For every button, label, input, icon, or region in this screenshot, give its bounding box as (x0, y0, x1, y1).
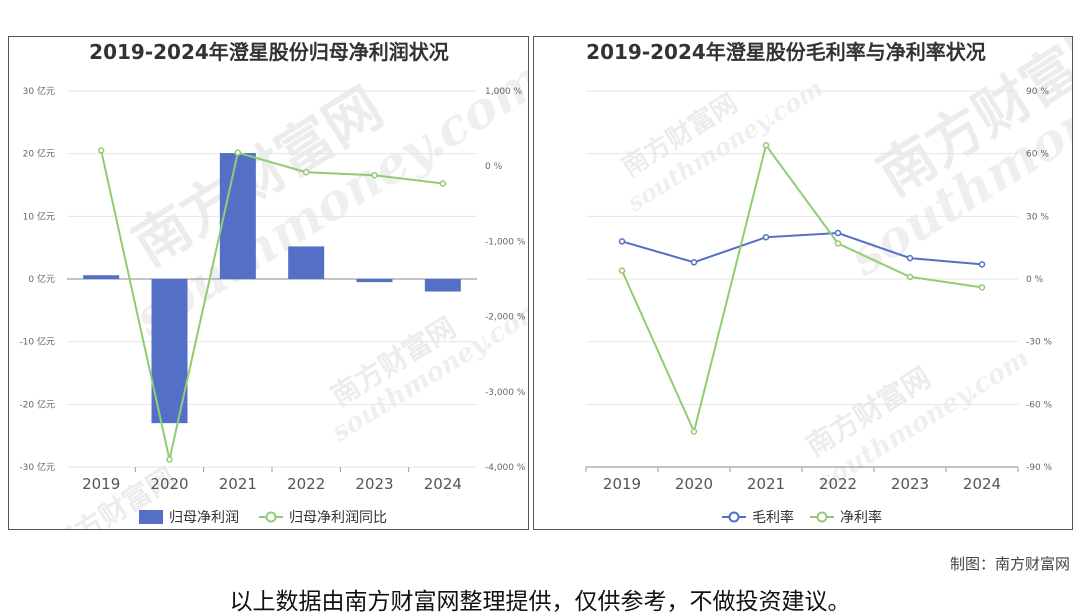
point-net-margin-2023 (906, 273, 914, 281)
x-tick-label-left: 2022 (287, 475, 325, 493)
point-gross-margin-2024 (978, 261, 986, 268)
legend-swatch-net-profit (139, 510, 163, 524)
x-tick-label-left: 2023 (355, 475, 393, 493)
bar-net-profit-2024 (424, 279, 461, 292)
y-tick-label-right: 90 % (1026, 87, 1049, 97)
y-left-tick-label: 20 亿元 (23, 148, 55, 160)
chart-title-left: 2019-2024年澄星股份归母净利润状况 (89, 40, 449, 64)
x-tick-label-right: 2019 (603, 475, 641, 493)
disclaimer: 以上数据由南方财富网整理提供，仅供参考，不做投资建议。 (229, 589, 851, 615)
margin-chart: 南方财富网 southmoney.com 南方财富网 southmoney.co… (585, 37, 1072, 526)
legend-right: 毛利率 净利率 (722, 509, 882, 526)
y-left-tick-label: -10 亿元 (19, 336, 55, 348)
point-net-profit-yoy-2023 (371, 171, 378, 179)
x-tick-label-right: 2023 (891, 475, 929, 493)
x-tick-label-left: 2019 (82, 475, 120, 493)
point-net-margin-2021 (762, 142, 770, 149)
y-right-tick-label: 1,000 % (485, 87, 523, 97)
point-net-margin-2022 (834, 240, 842, 247)
point-gross-margin-2022 (834, 229, 842, 237)
net-profit-chart: 南方财富网 southmoney.com 南方财富网 southmoney.co… (19, 40, 528, 529)
y-tick-label-right: 30 % (1026, 212, 1049, 222)
legend-label-net-profit: 归母净利润 (169, 509, 239, 526)
legend-label-net-margin: 净利率 (840, 509, 882, 526)
chart-credit: 制图：南方财富网 (949, 555, 1070, 573)
y-left-tick-label: 0 亿元 (28, 273, 55, 285)
point-gross-margin-2021 (762, 233, 770, 241)
line-net-profit-yoy (100, 150, 443, 460)
bar-net-profit-2023 (356, 279, 393, 283)
y-tick-label-right: 60 % (1026, 150, 1049, 160)
y-tick-label-right: -90 % (1026, 463, 1053, 473)
point-net-margin-2019 (618, 267, 626, 274)
bar-net-profit-2021 (219, 153, 256, 279)
x-tick-label-left: 2021 (219, 475, 257, 493)
watermark-right: 南方财富网 southmoney.com 南方财富网 southmoney.co… (616, 37, 1072, 498)
point-gross-margin-2020 (690, 259, 698, 266)
y-tick-label-right: -30 % (1026, 338, 1053, 348)
point-net-profit-yoy-2024 (439, 180, 447, 187)
legend-marker-net-profit-yoy (265, 511, 277, 523)
line-gross-margin (621, 232, 983, 266)
point-net-profit-yoy-2019 (97, 147, 105, 154)
y-right-tick-label: -1,000 % (485, 237, 526, 247)
y-right-tick-label: -3,000 % (485, 388, 526, 398)
bar-net-profit-2022 (288, 246, 325, 279)
chart-title-right: 2019-2024年澄星股份毛利率与净利率状况 (586, 40, 986, 64)
y-left-tick-label: -20 亿元 (19, 398, 55, 410)
x-tick-label-left: 2020 (150, 475, 188, 493)
y-right-tick-label: -4,000 % (485, 463, 526, 473)
y-right-tick-label: 0 % (485, 162, 503, 172)
x-tick-label-right: 2024 (963, 475, 1001, 493)
point-net-profit-yoy-2022 (302, 168, 310, 176)
x-tick-label-right: 2021 (747, 475, 785, 493)
x-tick-label-right: 2020 (675, 475, 713, 493)
y-right-tick-label: -2,000 % (485, 313, 526, 323)
bar-net-profit-2019 (83, 275, 120, 279)
y-left-tick-label: 10 亿元 (23, 210, 55, 222)
point-net-profit-yoy-2020 (166, 456, 173, 463)
y-left-tick-label: 30 亿元 (23, 85, 55, 97)
legend-left: 归母净利润 归母净利润同比 (139, 509, 387, 526)
x-tick-label-left: 2024 (424, 475, 462, 493)
point-gross-margin-2023 (906, 254, 914, 262)
y-tick-label-right: 0 % (1026, 275, 1044, 285)
y-left-tick-label: -30 亿元 (19, 461, 55, 473)
legend-marker-net-margin (816, 511, 828, 523)
y-tick-label-right: -60 % (1026, 400, 1053, 410)
legend-marker-gross-margin (728, 511, 740, 523)
x-tick-label-right: 2022 (819, 475, 857, 493)
point-net-profit-yoy-2021 (234, 149, 242, 156)
point-net-margin-2020 (690, 428, 698, 435)
margin-chart-panel: 南方财富网 southmoney.com 南方财富网 southmoney.co… (533, 36, 1073, 530)
bar-net-profit-2020 (151, 279, 188, 424)
line-net-margin (621, 143, 983, 435)
net-profit-chart-panel: 南方财富网 southmoney.com 南方财富网 southmoney.co… (8, 36, 529, 530)
point-gross-margin-2019 (618, 238, 626, 245)
legend-label-gross-margin: 毛利率 (752, 509, 794, 526)
point-net-margin-2024 (978, 284, 986, 291)
legend-label-net-profit-yoy: 归母净利润同比 (289, 509, 387, 526)
